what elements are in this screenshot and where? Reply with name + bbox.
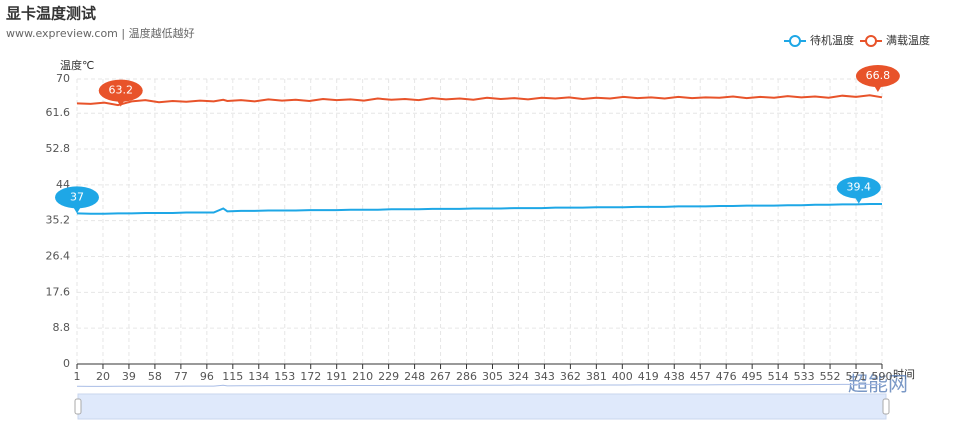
x-tick-label: 590	[872, 370, 893, 383]
y-tick-label: 70	[56, 72, 70, 85]
x-tick-label: 153	[274, 370, 295, 383]
y-tick-label: 17.6	[46, 285, 71, 298]
mark-label: 66.8	[866, 69, 891, 82]
x-tick-label: 96	[200, 370, 214, 383]
zoom-handle[interactable]	[882, 398, 890, 415]
y-tick-label: 26.4	[46, 250, 71, 263]
x-tick-label: 172	[300, 370, 321, 383]
x-tick-label: 419	[638, 370, 659, 383]
mark-pin	[98, 79, 143, 102]
x-tick-label: 552	[820, 370, 841, 383]
x-tick-label: 58	[148, 370, 162, 383]
x-tick-label: 39	[122, 370, 136, 383]
y-tick-label: 8.8	[53, 321, 71, 334]
zoom-preview	[76, 383, 882, 387]
watermark: 超能网	[848, 372, 908, 396]
mark-label: 63.2	[108, 84, 133, 97]
legend-icon[interactable]	[865, 35, 877, 47]
x-tick-label: 134	[248, 370, 269, 383]
mark-pin	[55, 186, 99, 209]
mark-label: 39.4	[847, 181, 872, 194]
x-tick-label: 305	[482, 370, 503, 383]
x-tick-label: 438	[664, 370, 685, 383]
x-tick-label: 400	[612, 370, 633, 383]
chart-title: 显卡温度测试	[6, 5, 96, 23]
x-tick-label: 115	[222, 370, 243, 383]
y-tick-label: 0	[63, 357, 70, 370]
mark-label: 37	[70, 190, 84, 203]
legend-label[interactable]: 满载温度	[886, 33, 930, 47]
legend-icon[interactable]	[789, 35, 801, 47]
series-line	[76, 202, 882, 215]
legend-label[interactable]: 待机温度	[810, 33, 854, 47]
x-tick-label: 324	[508, 370, 529, 383]
y-tick-label: 35.2	[46, 214, 71, 227]
x-tick-label: 229	[378, 370, 399, 383]
x-tick-label: 362	[560, 370, 581, 383]
x-tick-label: 571	[846, 370, 867, 383]
y-tick-label: 61.6	[46, 106, 71, 119]
x-tick-label: 457	[690, 370, 711, 383]
mark-pin	[836, 176, 881, 199]
x-tick-label: 343	[534, 370, 555, 383]
zoom-slider[interactable]	[77, 393, 887, 420]
x-tick-label: 381	[586, 370, 607, 383]
x-tick-label: 267	[430, 370, 451, 383]
x-tick-label: 286	[456, 370, 477, 383]
series-line	[76, 94, 883, 107]
chart-subtitle: www.expreview.com | 温度越低越好	[6, 26, 195, 40]
mark-pin	[855, 65, 900, 88]
y-tick-label: 52.8	[46, 142, 71, 155]
zoom-handle[interactable]	[74, 398, 82, 415]
x-tick-label: 495	[742, 370, 763, 383]
y-axis-label: 温度℃	[60, 58, 94, 72]
x-tick-label: 248	[404, 370, 425, 383]
x-tick-label: 20	[96, 370, 110, 383]
x-tick-label: 533	[794, 370, 815, 383]
y-tick-label: 44	[56, 178, 70, 191]
x-tick-label: 476	[716, 370, 737, 383]
x-tick-label: 210	[352, 370, 373, 383]
x-tick-label: 1	[74, 370, 81, 383]
x-tick-label: 77	[174, 370, 188, 383]
x-axis-label: 时间	[893, 368, 915, 381]
x-tick-label: 191	[326, 370, 347, 383]
x-tick-label: 514	[768, 370, 789, 383]
